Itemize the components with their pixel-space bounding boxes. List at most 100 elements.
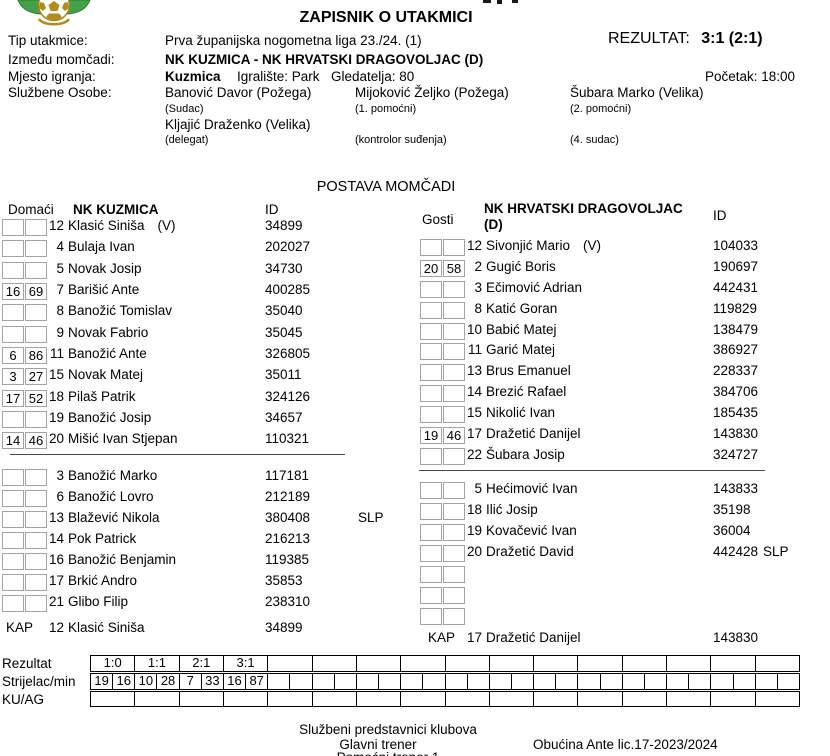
sub-player-checkbox[interactable] xyxy=(2,325,24,343)
strijelac-cell[interactable] xyxy=(401,674,424,689)
sub-player-checkbox[interactable] xyxy=(420,447,442,465)
sub-player-checkbox[interactable] xyxy=(420,503,442,520)
strijelac-cell[interactable] xyxy=(512,674,535,689)
strijelac-cell[interactable] xyxy=(534,674,557,689)
rezultat-cell[interactable]: 1:1 xyxy=(135,656,180,671)
rezultat-cell[interactable]: 3:1 xyxy=(224,656,269,671)
sub-player-checkbox[interactable] xyxy=(420,545,442,562)
sub-player-checkbox[interactable] xyxy=(420,364,442,382)
strijelac-cell[interactable] xyxy=(578,674,601,689)
sub-player-checkbox[interactable] xyxy=(420,524,442,541)
sub-minute-checkbox[interactable] xyxy=(25,595,47,612)
sub-player-checkbox[interactable] xyxy=(420,608,442,625)
kuag-cell[interactable] xyxy=(490,692,535,706)
sub-minute-checkbox[interactable]: 86 xyxy=(25,347,47,365)
sub-player-checkbox[interactable] xyxy=(2,304,24,322)
strijelac-cell[interactable]: 19 xyxy=(91,674,114,689)
strijelac-cell[interactable] xyxy=(268,674,291,689)
sub-minute-checkbox[interactable] xyxy=(25,411,47,429)
strijelac-cell[interactable]: 87 xyxy=(246,674,269,689)
strijelac-cell[interactable]: 16 xyxy=(113,674,136,689)
rezultat-cell[interactable] xyxy=(534,656,579,671)
sub-minute-checkbox[interactable]: 46 xyxy=(443,427,465,445)
sub-minute-checkbox[interactable] xyxy=(443,364,465,382)
rezultat-cell[interactable] xyxy=(490,656,535,671)
strijelac-cell[interactable]: 10 xyxy=(135,674,158,689)
rezultat-cell[interactable] xyxy=(756,656,799,671)
rezultat-cell[interactable]: 1:0 xyxy=(91,656,136,671)
sub-player-checkbox[interactable] xyxy=(420,322,442,340)
kuag-cell[interactable] xyxy=(446,692,490,706)
sub-player-checkbox[interactable] xyxy=(2,553,24,570)
rezultat-cell[interactable] xyxy=(357,656,402,671)
rezultat-cell[interactable] xyxy=(268,656,313,671)
sub-minute-checkbox[interactable]: 52 xyxy=(25,389,47,407)
sub-player-checkbox[interactable]: 19 xyxy=(420,427,442,445)
sub-player-checkbox[interactable] xyxy=(2,219,24,236)
sub-minute-checkbox[interactable] xyxy=(25,325,47,343)
sub-player-checkbox[interactable] xyxy=(420,566,442,583)
sub-minute-checkbox[interactable] xyxy=(25,532,47,549)
sub-player-checkbox[interactable] xyxy=(420,343,442,361)
kuag-cell[interactable] xyxy=(91,692,136,706)
sub-player-checkbox[interactable] xyxy=(2,490,24,507)
kuag-cell[interactable] xyxy=(711,692,756,706)
strijelac-cell[interactable] xyxy=(711,674,734,689)
sub-player-checkbox[interactable] xyxy=(2,469,24,486)
sub-minute-checkbox[interactable] xyxy=(443,566,465,583)
strijelac-cell[interactable] xyxy=(468,674,490,689)
sub-minute-checkbox[interactable] xyxy=(443,322,465,340)
kuag-cell[interactable] xyxy=(224,692,269,706)
sub-player-checkbox[interactable] xyxy=(420,280,442,298)
sub-player-checkbox[interactable] xyxy=(2,595,24,612)
sub-player-checkbox[interactable]: 17 xyxy=(2,389,24,407)
sub-minute-checkbox[interactable] xyxy=(25,304,47,322)
sub-player-checkbox[interactable]: 20 xyxy=(420,259,442,277)
strijelac-cell[interactable] xyxy=(490,674,512,689)
sub-player-checkbox[interactable] xyxy=(420,587,442,604)
strijelac-cell[interactable] xyxy=(734,674,756,689)
strijelac-cell[interactable] xyxy=(335,674,357,689)
sub-minute-checkbox[interactable] xyxy=(443,587,465,604)
sub-minute-checkbox[interactable] xyxy=(25,219,47,236)
strijelac-cell[interactable] xyxy=(645,674,668,689)
strijelac-cell[interactable] xyxy=(313,674,335,689)
sub-player-checkbox[interactable] xyxy=(2,261,24,279)
sub-player-checkbox[interactable] xyxy=(420,385,442,403)
sub-player-checkbox[interactable] xyxy=(2,411,24,429)
sub-player-checkbox[interactable]: 3 xyxy=(2,368,24,386)
kuag-cell[interactable] xyxy=(534,692,579,706)
sub-minute-checkbox[interactable] xyxy=(25,490,47,507)
strijelac-cell[interactable] xyxy=(290,674,313,689)
kuag-cell[interactable] xyxy=(667,692,712,706)
strijelac-cell[interactable]: 16 xyxy=(224,674,247,689)
sub-minute-checkbox[interactable] xyxy=(25,511,47,528)
sub-minute-checkbox[interactable] xyxy=(443,343,465,361)
sub-minute-checkbox[interactable] xyxy=(443,503,465,520)
strijelac-cell[interactable] xyxy=(689,674,712,689)
strijelac-cell[interactable] xyxy=(667,674,690,689)
strijelac-cell[interactable] xyxy=(423,674,446,689)
rezultat-cell[interactable]: 2:1 xyxy=(180,656,224,671)
sub-player-checkbox[interactable]: 6 xyxy=(2,347,24,365)
sub-minute-checkbox[interactable] xyxy=(443,301,465,319)
sub-minute-checkbox[interactable] xyxy=(443,406,465,424)
sub-minute-checkbox[interactable] xyxy=(25,469,47,486)
strijelac-cell[interactable] xyxy=(379,674,402,689)
rezultat-cell[interactable] xyxy=(446,656,490,671)
sub-player-checkbox[interactable] xyxy=(420,406,442,424)
sub-minute-checkbox[interactable] xyxy=(25,261,47,279)
strijelac-cell[interactable] xyxy=(556,674,579,689)
sub-minute-checkbox[interactable] xyxy=(443,482,465,499)
sub-minute-checkbox[interactable] xyxy=(443,385,465,403)
kuag-cell[interactable] xyxy=(401,692,446,706)
strijelac-cell[interactable]: 33 xyxy=(202,674,224,689)
sub-minute-checkbox[interactable] xyxy=(443,524,465,541)
kuag-cell[interactable] xyxy=(135,692,180,706)
sub-minute-checkbox[interactable] xyxy=(25,574,47,591)
strijelac-cell[interactable]: 28 xyxy=(157,674,180,689)
sub-minute-checkbox[interactable] xyxy=(443,545,465,562)
strijelac-cell[interactable] xyxy=(756,674,778,689)
sub-player-checkbox[interactable]: 14 xyxy=(2,432,24,450)
sub-player-checkbox[interactable] xyxy=(2,574,24,591)
